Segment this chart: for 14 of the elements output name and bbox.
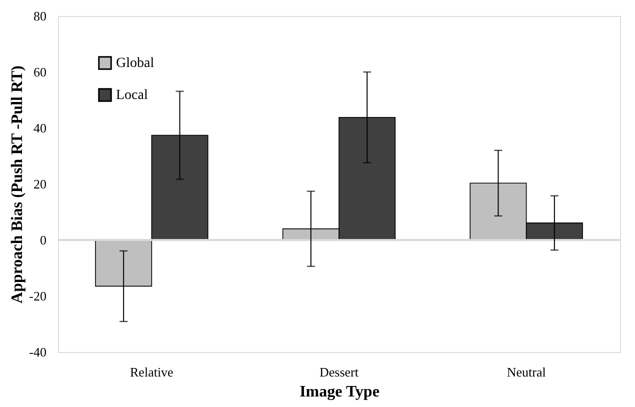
legend-label: Global [116,56,154,71]
x-tick-label: Dessert [320,364,359,380]
y-tick-label: 20 [34,176,46,192]
x-tick-label: Relative [130,364,174,380]
y-tick-label: 0 [40,232,46,248]
legend-label: Local [116,88,148,103]
y-tick-label: 60 [34,64,46,80]
y-axis-title: Approach Bias (Push RT -Pull RT) [9,66,26,304]
y-tick-label: 80 [34,8,46,24]
x-axis-title: Image Type [300,384,380,400]
y-tick-label: 40 [34,120,46,136]
y-tick-label: -40 [29,344,46,360]
x-tick-label: Neutral [506,364,546,380]
y-tick-label: -20 [29,288,46,304]
